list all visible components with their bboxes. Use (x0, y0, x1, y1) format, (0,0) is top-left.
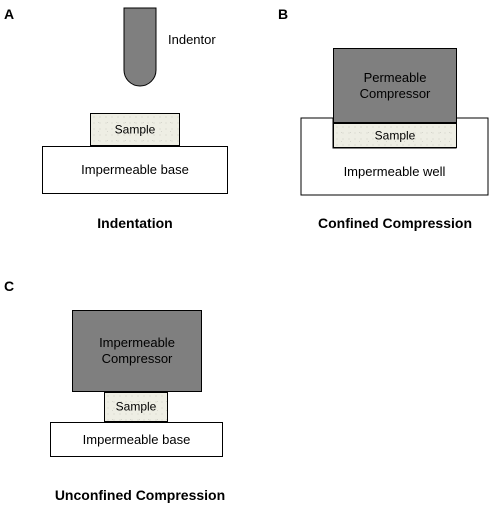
panel-c-caption: Unconfined Compression (30, 487, 250, 503)
panel-a-sample-label: Sample (91, 122, 179, 137)
panel-a-base: Impermeable base (42, 146, 228, 194)
panel-c-compressor: Impermeable Compressor (72, 310, 202, 392)
panel-b-caption: Confined Compression (300, 215, 490, 231)
panel-a-caption: Indentation (50, 215, 220, 231)
panel-b-sample-label: Sample (334, 128, 456, 143)
panel-b-sample: Sample (333, 123, 457, 148)
indentor-label: Indentor (168, 32, 216, 47)
panel-c-sample: Sample (104, 392, 168, 422)
panel-b-compressor: Permeable Compressor (333, 48, 457, 123)
panel-a-sample: Sample (90, 113, 180, 146)
panel-c-base-label: Impermeable base (51, 431, 222, 447)
indentor-shape (123, 7, 157, 87)
panel-c-letter: C (4, 278, 14, 294)
panel-b-compressor-label: Permeable Compressor (334, 69, 456, 102)
panel-a-base-label: Impermeable base (43, 162, 227, 178)
panel-c-base: Impermeable base (50, 422, 223, 457)
panel-c-sample-label: Sample (105, 400, 167, 415)
panel-b-well-label: Impermeable well (301, 164, 488, 179)
panel-c-compressor-label: Impermeable Compressor (73, 335, 201, 368)
panel-b-letter: B (278, 6, 288, 22)
panel-a-letter: A (4, 6, 14, 22)
